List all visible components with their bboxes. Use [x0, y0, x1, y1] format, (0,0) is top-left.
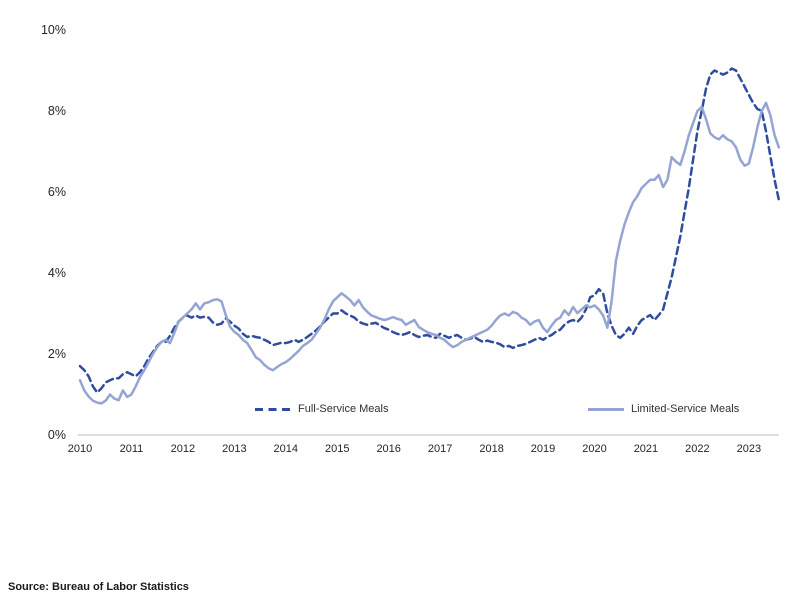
legend-item-full-service: Full-Service Meals: [255, 402, 388, 416]
x-tick-label: 2020: [582, 443, 607, 455]
full-service-line-swatch: [255, 407, 291, 411]
x-tick-label: 2023: [736, 443, 762, 455]
full-service-line: [78, 67, 781, 394]
y-tick-label: 8%: [47, 104, 66, 118]
x-tick-label: 2016: [376, 443, 401, 455]
x-tick-label: 2017: [427, 443, 453, 455]
x-tick-label: 2019: [530, 443, 556, 455]
y-tick-label: 6%: [47, 185, 66, 199]
y-tick-label: 10%: [40, 23, 66, 37]
x-tick-label: 2022: [685, 443, 710, 455]
limited-service-line: [78, 101, 781, 405]
y-tick-label: 0%: [47, 428, 66, 442]
source-note: Source: Bureau of Labor Statistics: [8, 581, 189, 593]
x-tick-label: 2018: [479, 443, 504, 455]
x-tick-label: 2021: [633, 443, 659, 455]
y-tick-label: 2%: [47, 347, 66, 361]
legend-item-limited-service: Limited-Service Meals: [588, 402, 739, 416]
x-tick-label: 2010: [67, 443, 93, 455]
x-tick-label: 2011: [119, 443, 144, 455]
x-tick-label: 2013: [222, 443, 247, 455]
x-tick-label: 2012: [170, 443, 196, 455]
x-tick-label: 2014: [273, 443, 299, 455]
legend-label-full-service: Full-Service Meals: [298, 403, 389, 415]
x-tick-label: 2015: [325, 443, 350, 455]
y-tick-label: 4%: [47, 266, 66, 280]
limited-service-line-swatch: [588, 407, 624, 411]
legend-label-limited-service: Limited-Service Meals: [631, 403, 740, 415]
